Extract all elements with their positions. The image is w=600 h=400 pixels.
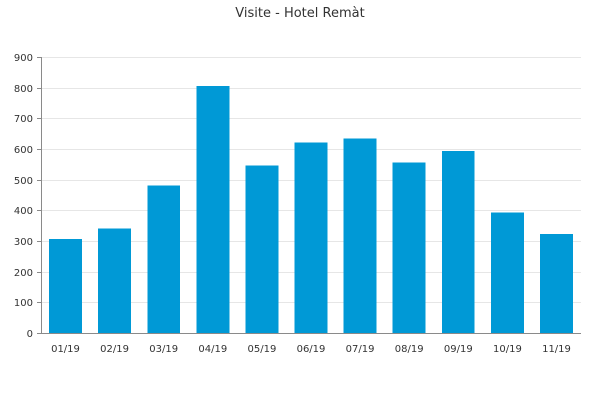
x-tick-label: 01/19: [51, 344, 80, 355]
y-tick-label: 200: [14, 268, 33, 279]
bars: [49, 85, 573, 333]
y-tick-label: 800: [14, 84, 33, 95]
bar-04-19: [196, 85, 230, 333]
x-tick-label: 04/19: [198, 344, 227, 355]
y-tick-label: 900: [14, 53, 33, 64]
y-tick-label: 700: [14, 114, 33, 125]
bar-09-19: [441, 150, 475, 333]
x-tick-label: 06/19: [297, 344, 326, 355]
x-tick-label: 09/19: [444, 344, 473, 355]
axes: [41, 57, 581, 334]
bar-11-19: [540, 233, 573, 333]
y-tick-label: 0: [27, 329, 33, 340]
bar-02-19: [98, 228, 132, 333]
bar-01-19: [49, 238, 82, 333]
bar-08-19: [392, 162, 426, 333]
y-tick-label: 500: [14, 176, 33, 187]
bar-07-19: [343, 138, 377, 333]
chart-title: Visite - Hotel Remàt: [235, 6, 364, 21]
y-tick-label: 400: [14, 206, 33, 217]
x-tick-label: 10/19: [493, 344, 522, 355]
x-tick-label: 03/19: [149, 344, 178, 355]
y-tick-label: 600: [14, 145, 33, 156]
bar-05-19: [245, 165, 279, 333]
x-tick-label: 07/19: [346, 344, 375, 355]
x-tick-label: 08/19: [395, 344, 424, 355]
bar-10-19: [490, 212, 524, 333]
bar-06-19: [294, 142, 328, 333]
x-tick-label: 02/19: [100, 344, 129, 355]
x-tick-label: 05/19: [247, 344, 276, 355]
y-axis-ticks: 0 100 200 300 400 500 600 700 800 900: [14, 53, 41, 340]
y-tick-label: 100: [14, 298, 33, 309]
x-tick-label: 11/19: [542, 344, 571, 355]
bar-03-19: [147, 185, 181, 333]
y-tick-label: 300: [14, 237, 33, 248]
x-axis-ticks: 01/19 02/19 03/19 04/19 05/19 06/19 07/19 08/19…: [51, 344, 571, 355]
